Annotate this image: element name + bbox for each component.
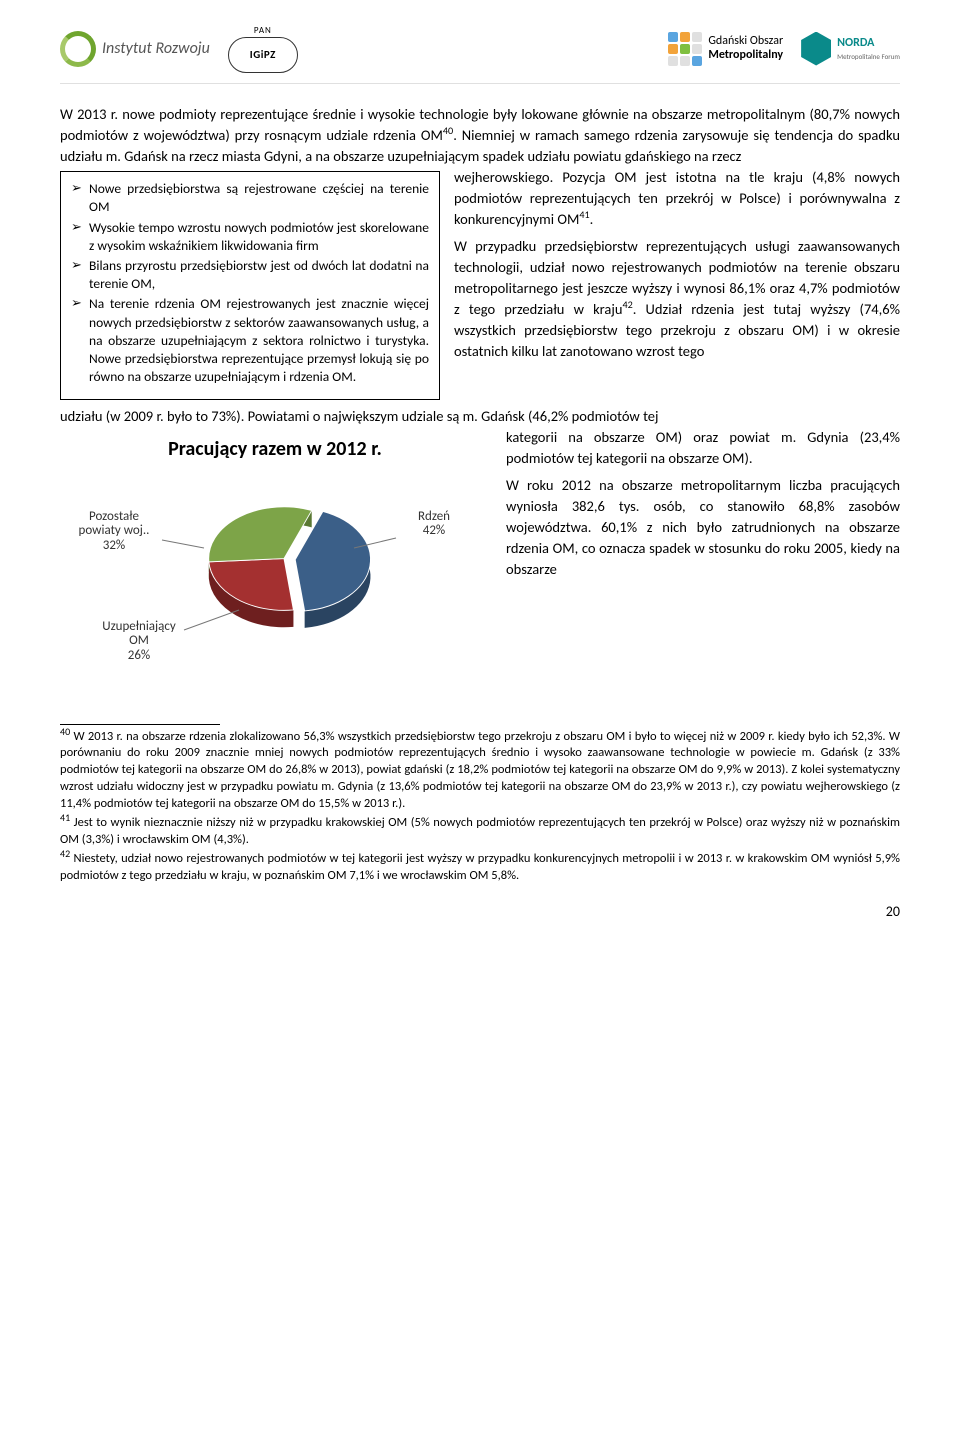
fn40-text: W 2013 r. na obszarze rdzenia zlokalizow…: [60, 729, 900, 812]
logo3-line2: Metropolitalny: [708, 49, 783, 62]
logo3-line1: Gdański Obszar: [708, 35, 783, 48]
fn42-num: 42: [60, 846, 70, 859]
callout-box: Nowe przedsiębiorstwa są rejestrowane cz…: [60, 171, 440, 399]
chart-title: Pracujący razem w 2012 r.: [64, 435, 486, 464]
ring-icon: [60, 31, 96, 67]
pie-chart: Pracujący razem w 2012 r. Pozostałepowia…: [60, 431, 490, 694]
page-number: 20: [60, 902, 900, 922]
callout-item: Na terenie rdzenia OM rejestrowanych jes…: [71, 295, 429, 386]
logo4-sub: Metropolitalne Forum: [837, 52, 900, 62]
rightcol-p2a: wejherowskiego. Pozycja OM jest istotna …: [454, 168, 900, 228]
logo2-text: IGiPZ: [228, 37, 298, 73]
footnote-ref-41: 41: [579, 208, 589, 221]
fn41-text: Jest to wynik nieznacznie niższy niż w p…: [60, 815, 900, 847]
bridge-line: udziału (w 2009 r. było to 73%). Powiata…: [60, 406, 900, 427]
logo-instytut-rozwoju: Instytut Rozwoju: [60, 31, 210, 67]
logo-igipz: PAN IGiPZ: [228, 24, 298, 73]
fn42-text: Niestety, udział nowo rejestrowanych pod…: [60, 851, 900, 883]
body-text: W 2013 r. nowe podmioty reprezentujące ś…: [60, 104, 900, 699]
callout-item: Bilans przyrostu przedsiębiorstw jest od…: [71, 257, 429, 293]
logo-gom: Gdański Obszar Metropolitalny: [668, 32, 783, 66]
callout-item: Wysokie tempo wzrostu nowych podmiotów j…: [71, 219, 429, 255]
gom-blocks-icon: [668, 32, 702, 66]
chart-label-rdzen: Rdzeń42%: [394, 510, 474, 540]
callout-item: Nowe przedsiębiorstwa są rejestrowane cz…: [71, 180, 429, 216]
footnote-ref-40: 40: [443, 124, 453, 137]
logo2-top: PAN: [254, 24, 272, 37]
rightcol-p2b: .: [590, 210, 594, 228]
footnote-ref-42: 42: [622, 298, 632, 311]
logo1-text: Instytut Rozwoju: [102, 37, 210, 60]
fn40-num: 40: [60, 724, 70, 737]
footnotes: 40 W 2013 r. na obszarze rdzenia zlokali…: [60, 724, 900, 885]
logo-norda: NORDA Metropolitalne Forum: [801, 32, 900, 66]
footnote-42: 42 Niestety, udział nowo rejestrowanych …: [60, 851, 900, 885]
hexagon-icon: [801, 32, 831, 66]
pie-svg: [184, 488, 384, 648]
chart-label-pozost: Pozostałepowiaty woj..32%: [64, 510, 164, 555]
footnote-40: 40 W 2013 r. na obszarze rdzenia zlokali…: [60, 729, 900, 813]
footnote-41: 41 Jest to wynik nieznacznie niższy niż …: [60, 815, 900, 849]
chart-label-uzup: UzupełniającyOM26%: [84, 620, 194, 665]
logo4-text: NORDA: [837, 35, 900, 52]
fn41-num: 41: [60, 811, 70, 824]
header-logos: Instytut Rozwoju PAN IGiPZ Gdański Obsza…: [60, 18, 900, 84]
intro-paragraph: W 2013 r. nowe podmioty reprezentujące ś…: [60, 104, 900, 167]
